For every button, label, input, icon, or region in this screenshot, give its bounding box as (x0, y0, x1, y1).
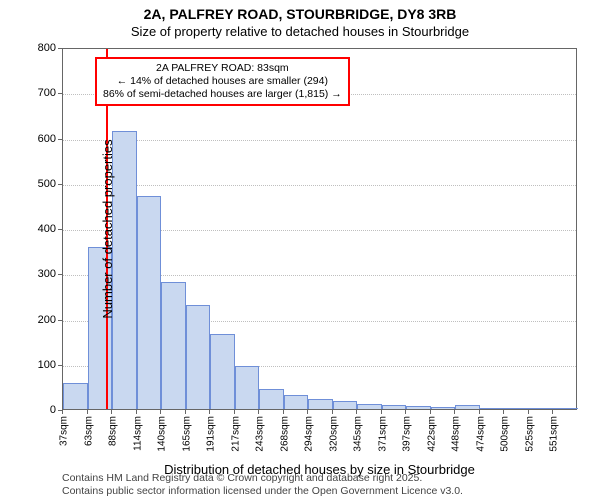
histogram-bar (161, 282, 186, 409)
histogram-bar (406, 406, 431, 409)
x-tick-mark (111, 410, 112, 414)
y-tick-mark (58, 93, 62, 94)
x-tick-mark (258, 410, 259, 414)
annotation-line: 86% of semi-detached houses are larger (… (103, 88, 342, 101)
chart-title: 2A, PALFREY ROAD, STOURBRIDGE, DY8 3RB (0, 0, 600, 24)
x-tick-label: 422sqm (422, 416, 437, 452)
title-line-1: 2A, PALFREY ROAD, STOURBRIDGE, DY8 3RB (0, 6, 600, 24)
histogram-bar (63, 383, 88, 409)
chart-subtitle: Size of property relative to detached ho… (0, 24, 600, 43)
x-tick-mark (430, 410, 431, 414)
histogram-bar (137, 196, 162, 409)
x-tick-mark (185, 410, 186, 414)
histogram-bar (480, 408, 505, 409)
histogram-bar (504, 408, 529, 409)
annotation-line: 2A PALFREY ROAD: 83sqm (103, 62, 342, 75)
x-tick-label: 88sqm (104, 416, 119, 446)
x-tick-label: 448sqm (447, 416, 462, 452)
x-tick-label: 397sqm (398, 416, 413, 452)
y-tick-mark (58, 184, 62, 185)
grid-line (63, 185, 576, 186)
x-tick-label: 500sqm (496, 416, 511, 452)
histogram-bar (553, 408, 578, 409)
x-tick-mark (87, 410, 88, 414)
x-tick-label: 474sqm (471, 416, 486, 452)
footer-attribution: Contains HM Land Registry data © Crown c… (62, 472, 463, 498)
histogram-bar (431, 407, 456, 409)
histogram-bar (333, 401, 358, 409)
histogram-bar (529, 408, 554, 409)
x-tick-mark (503, 410, 504, 414)
x-tick-label: 114sqm (128, 416, 143, 451)
histogram-bar (112, 131, 137, 409)
x-tick-label: 63sqm (79, 416, 94, 446)
x-tick-mark (307, 410, 308, 414)
histogram-bar (382, 405, 407, 409)
plot-container: 2A PALFREY ROAD: 83sqm← 14% of detached … (62, 48, 577, 410)
x-tick-mark (356, 410, 357, 414)
histogram-bar (235, 366, 260, 409)
x-tick-label: 551sqm (545, 416, 560, 452)
y-axis-title: Number of detached properties (100, 139, 115, 318)
x-tick-label: 371sqm (373, 416, 388, 452)
x-tick-mark (332, 410, 333, 414)
annotation-line: ← 14% of detached houses are smaller (29… (103, 75, 342, 88)
chart-container: 2A, PALFREY ROAD, STOURBRIDGE, DY8 3RB S… (0, 0, 600, 500)
x-tick-mark (405, 410, 406, 414)
histogram-bar (357, 404, 382, 409)
x-tick-mark (62, 410, 63, 414)
x-tick-mark (136, 410, 137, 414)
x-tick-mark (479, 410, 480, 414)
x-tick-label: 345sqm (349, 416, 364, 452)
footer-line-1: Contains HM Land Registry data © Crown c… (62, 472, 463, 485)
y-tick-mark (58, 48, 62, 49)
x-tick-mark (454, 410, 455, 414)
x-tick-mark (552, 410, 553, 414)
y-tick-mark (58, 274, 62, 275)
histogram-bar (455, 405, 480, 409)
y-tick-mark (58, 365, 62, 366)
histogram-bar (284, 395, 309, 409)
x-tick-label: 217sqm (226, 416, 241, 452)
x-tick-label: 294sqm (300, 416, 315, 452)
x-tick-label: 268sqm (275, 416, 290, 452)
footer-line-2: Contains public sector information licen… (62, 485, 463, 498)
x-tick-label: 165sqm (177, 416, 192, 452)
y-tick-mark (58, 139, 62, 140)
x-tick-label: 191sqm (202, 416, 217, 452)
histogram-bar (186, 305, 211, 409)
x-tick-label: 243sqm (251, 416, 266, 452)
histogram-bar (308, 399, 333, 409)
annotation-box: 2A PALFREY ROAD: 83sqm← 14% of detached … (95, 57, 350, 106)
x-tick-mark (209, 410, 210, 414)
x-tick-label: 140sqm (153, 416, 168, 452)
x-tick-mark (234, 410, 235, 414)
plot-area: 2A PALFREY ROAD: 83sqm← 14% of detached … (62, 48, 577, 410)
x-tick-mark (381, 410, 382, 414)
x-tick-label: 525sqm (520, 416, 535, 452)
x-tick-label: 320sqm (324, 416, 339, 452)
grid-line (63, 140, 576, 141)
x-tick-label: 37sqm (55, 416, 70, 446)
x-tick-mark (160, 410, 161, 414)
x-tick-mark (528, 410, 529, 414)
y-tick-mark (58, 229, 62, 230)
x-tick-mark (283, 410, 284, 414)
y-tick-mark (58, 320, 62, 321)
histogram-bar (259, 389, 284, 409)
histogram-bar (210, 334, 235, 409)
